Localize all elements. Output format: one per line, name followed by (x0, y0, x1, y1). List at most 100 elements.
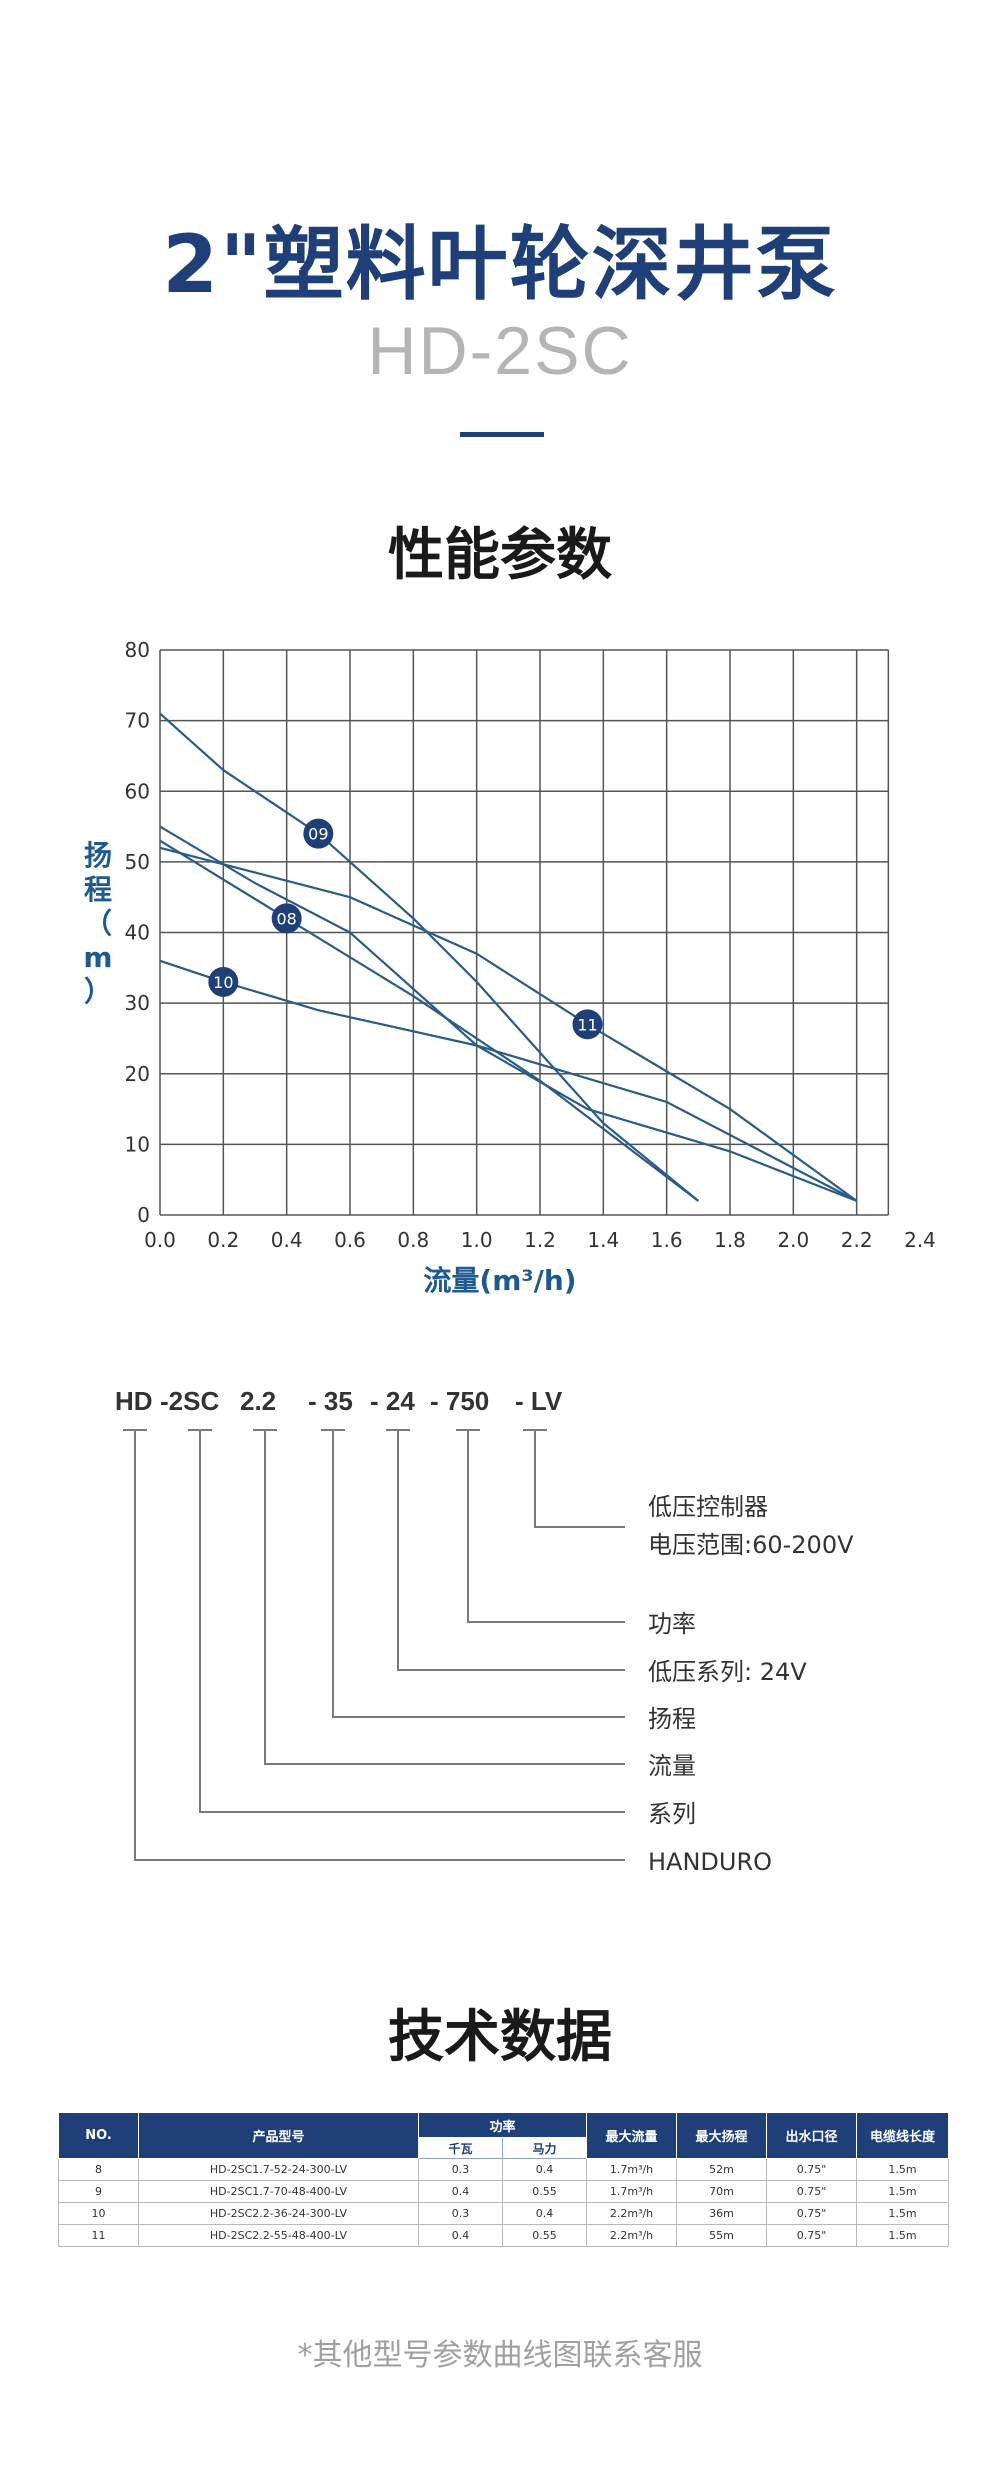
footnote: *其他型号参数曲线图联系客服 (297, 2338, 703, 2373)
curve-badge-10 (208, 966, 239, 997)
cell-flow: 1.7m³/h (586, 2158, 678, 2181)
col-power: 功率 (417, 2112, 588, 2138)
cell-hp: 0.55 (501, 2180, 588, 2203)
table-row: 9 HD-2SC1.7-70-48-400-LV 0.4 0.55 1.7m³/… (58, 2180, 950, 2203)
model-code-segment: - 35 (308, 1386, 353, 1416)
cell-flow: 1.7m³/h (586, 2180, 678, 2203)
spec-table: NO. 产品型号 功率 最大流量 最大扬程 出水口径 电缆线长度 千瓦 马力 8… (58, 2112, 950, 2247)
y-tick-label: 30 (125, 991, 150, 1015)
x-tick-label: 0.8 (397, 1228, 429, 1252)
cell-model: HD-2SC2.2-55-48-400-LV (138, 2224, 419, 2247)
curve-badge-label: 09 (308, 825, 328, 844)
curve-10 (159, 959, 858, 1202)
x-tick-label: 1.0 (461, 1228, 493, 1252)
x-axis-label: 流量(m³/h) (423, 1264, 576, 1297)
col-model: 产品型号 (138, 2112, 419, 2159)
leader-line (199, 1430, 625, 1813)
cell-hp: 0.55 (501, 2224, 588, 2247)
x-tick-label: 1.8 (714, 1228, 746, 1252)
cell-cable: 1.5m (856, 2202, 950, 2225)
curve-unlabeled (159, 846, 858, 1202)
x-tick-label: 2.0 (777, 1228, 809, 1252)
legend-label-secondary: 电压范围:60-200V (648, 1531, 854, 1559)
curve-badge-09 (303, 818, 334, 849)
x-tick-label: 0.2 (207, 1228, 239, 1252)
legend-label: 低压系列: 24V (648, 1658, 807, 1686)
specs-heading: 技术数据 (388, 2005, 612, 2070)
y-tick-label: 70 (125, 709, 150, 733)
curve-09 (159, 712, 699, 1202)
cell-head: 52m (676, 2158, 768, 2181)
cell-model: HD-2SC1.7-70-48-400-LV (138, 2180, 419, 2203)
y-tick-label: 60 (125, 779, 150, 803)
cell-head: 70m (676, 2180, 768, 2203)
chart-grid (159, 649, 890, 1216)
curve-badge-08 (271, 903, 302, 934)
x-tick-label: 2.4 (904, 1228, 936, 1252)
table-row: 8 HD-2SC1.7-52-24-300-LV 0.3 0.4 1.7m³/h… (58, 2158, 950, 2181)
cell-no: 8 (58, 2158, 139, 2181)
curve-badge-label: 11 (577, 1015, 597, 1034)
y-tick-label: 0 (137, 1203, 150, 1227)
performance-heading: 性能参数 (388, 523, 612, 588)
table-row: 10 HD-2SC2.2-36-24-300-LV 0.3 0.4 2.2m³/… (58, 2202, 950, 2225)
table-row: 11 HD-2SC2.2-55-48-400-LV 0.4 0.55 2.2m³… (58, 2224, 950, 2247)
curve-badge-label: 08 (276, 909, 296, 928)
cell-cable: 1.5m (856, 2180, 950, 2203)
legend-label: 低压控制器 (648, 1493, 768, 1521)
y-tick-label: 10 (125, 1132, 150, 1156)
legend-label: 扬程 (648, 1705, 696, 1733)
legend-label: 流量 (648, 1752, 696, 1780)
model-code-segment: -2SC (160, 1386, 219, 1416)
leader-line (264, 1430, 625, 1765)
chart-curves (159, 712, 858, 1202)
cell-cable: 1.5m (856, 2224, 950, 2247)
cell-kw: 0.4 (418, 2224, 503, 2247)
cell-head: 36m (676, 2202, 768, 2225)
y-axis-label: 扬程（ m） (83, 839, 112, 1008)
cell-no: 11 (58, 2224, 139, 2247)
cell-model: HD-2SC1.7-52-24-300-LV (138, 2158, 419, 2181)
performance-chart: 0.0 0.2 0.4 0.6 0.8 1.0 1.2 1.4 1.6 1.8 2.0 2.2 2.4 0… (83, 638, 936, 1297)
col-max-flow: 最大流量 (586, 2112, 678, 2159)
cell-head: 55m (676, 2224, 768, 2247)
col-no: NO. (58, 2112, 139, 2159)
curve-11 (159, 825, 858, 1202)
title-divider (460, 432, 544, 437)
model-code-segment: - 24 (370, 1386, 415, 1416)
x-tick-label: 1.4 (587, 1228, 619, 1252)
leader-line (534, 1430, 625, 1528)
cell-flow: 2.2m³/h (586, 2202, 678, 2225)
col-cable: 电缆线长度 (856, 2112, 950, 2159)
x-tick-label: 1.2 (524, 1228, 556, 1252)
col-power-hp: 马力 (501, 2137, 588, 2159)
page-title: 2"塑料叶轮深井泵 (162, 218, 838, 311)
legend-label: 功率 (648, 1610, 696, 1638)
curve-08 (159, 839, 699, 1202)
leader-line (467, 1430, 625, 1623)
cell-kw: 0.3 (418, 2202, 503, 2225)
model-code-segment: - 750 (430, 1386, 489, 1416)
cell-no: 9 (58, 2180, 139, 2203)
x-tick-label: 1.6 (651, 1228, 683, 1252)
cell-cable: 1.5m (856, 2158, 950, 2181)
y-tick-label: 50 (125, 850, 150, 874)
model-subtitle: HD-2SC (367, 313, 633, 389)
legend-label: 系列 (648, 1800, 696, 1828)
cell-flow: 2.2m³/h (586, 2224, 678, 2247)
curve-badge-11 (572, 1009, 603, 1040)
chart-curve-labels: 08 09 10 11 (208, 818, 603, 1040)
x-tick-label: 0.0 (144, 1228, 176, 1252)
cell-kw: 0.4 (418, 2180, 503, 2203)
cell-outlet: 0.75" (766, 2180, 858, 2203)
model-code-segment: HD (115, 1386, 153, 1416)
legend-label: HANDURO (648, 1848, 772, 1876)
y-tick-label: 80 (125, 638, 150, 662)
cell-no: 10 (58, 2202, 139, 2225)
x-tick-label: 0.4 (271, 1228, 303, 1252)
cell-outlet: 0.75" (766, 2224, 858, 2247)
col-max-head: 最大扬程 (676, 2112, 768, 2159)
cell-outlet: 0.75" (766, 2202, 858, 2225)
chart-ticks: 0.0 0.2 0.4 0.6 0.8 1.0 1.2 1.4 1.6 1.8 2.0 2.2 2.4 0… (125, 638, 936, 1252)
cell-model: HD-2SC2.2-36-24-300-LV (138, 2202, 419, 2225)
